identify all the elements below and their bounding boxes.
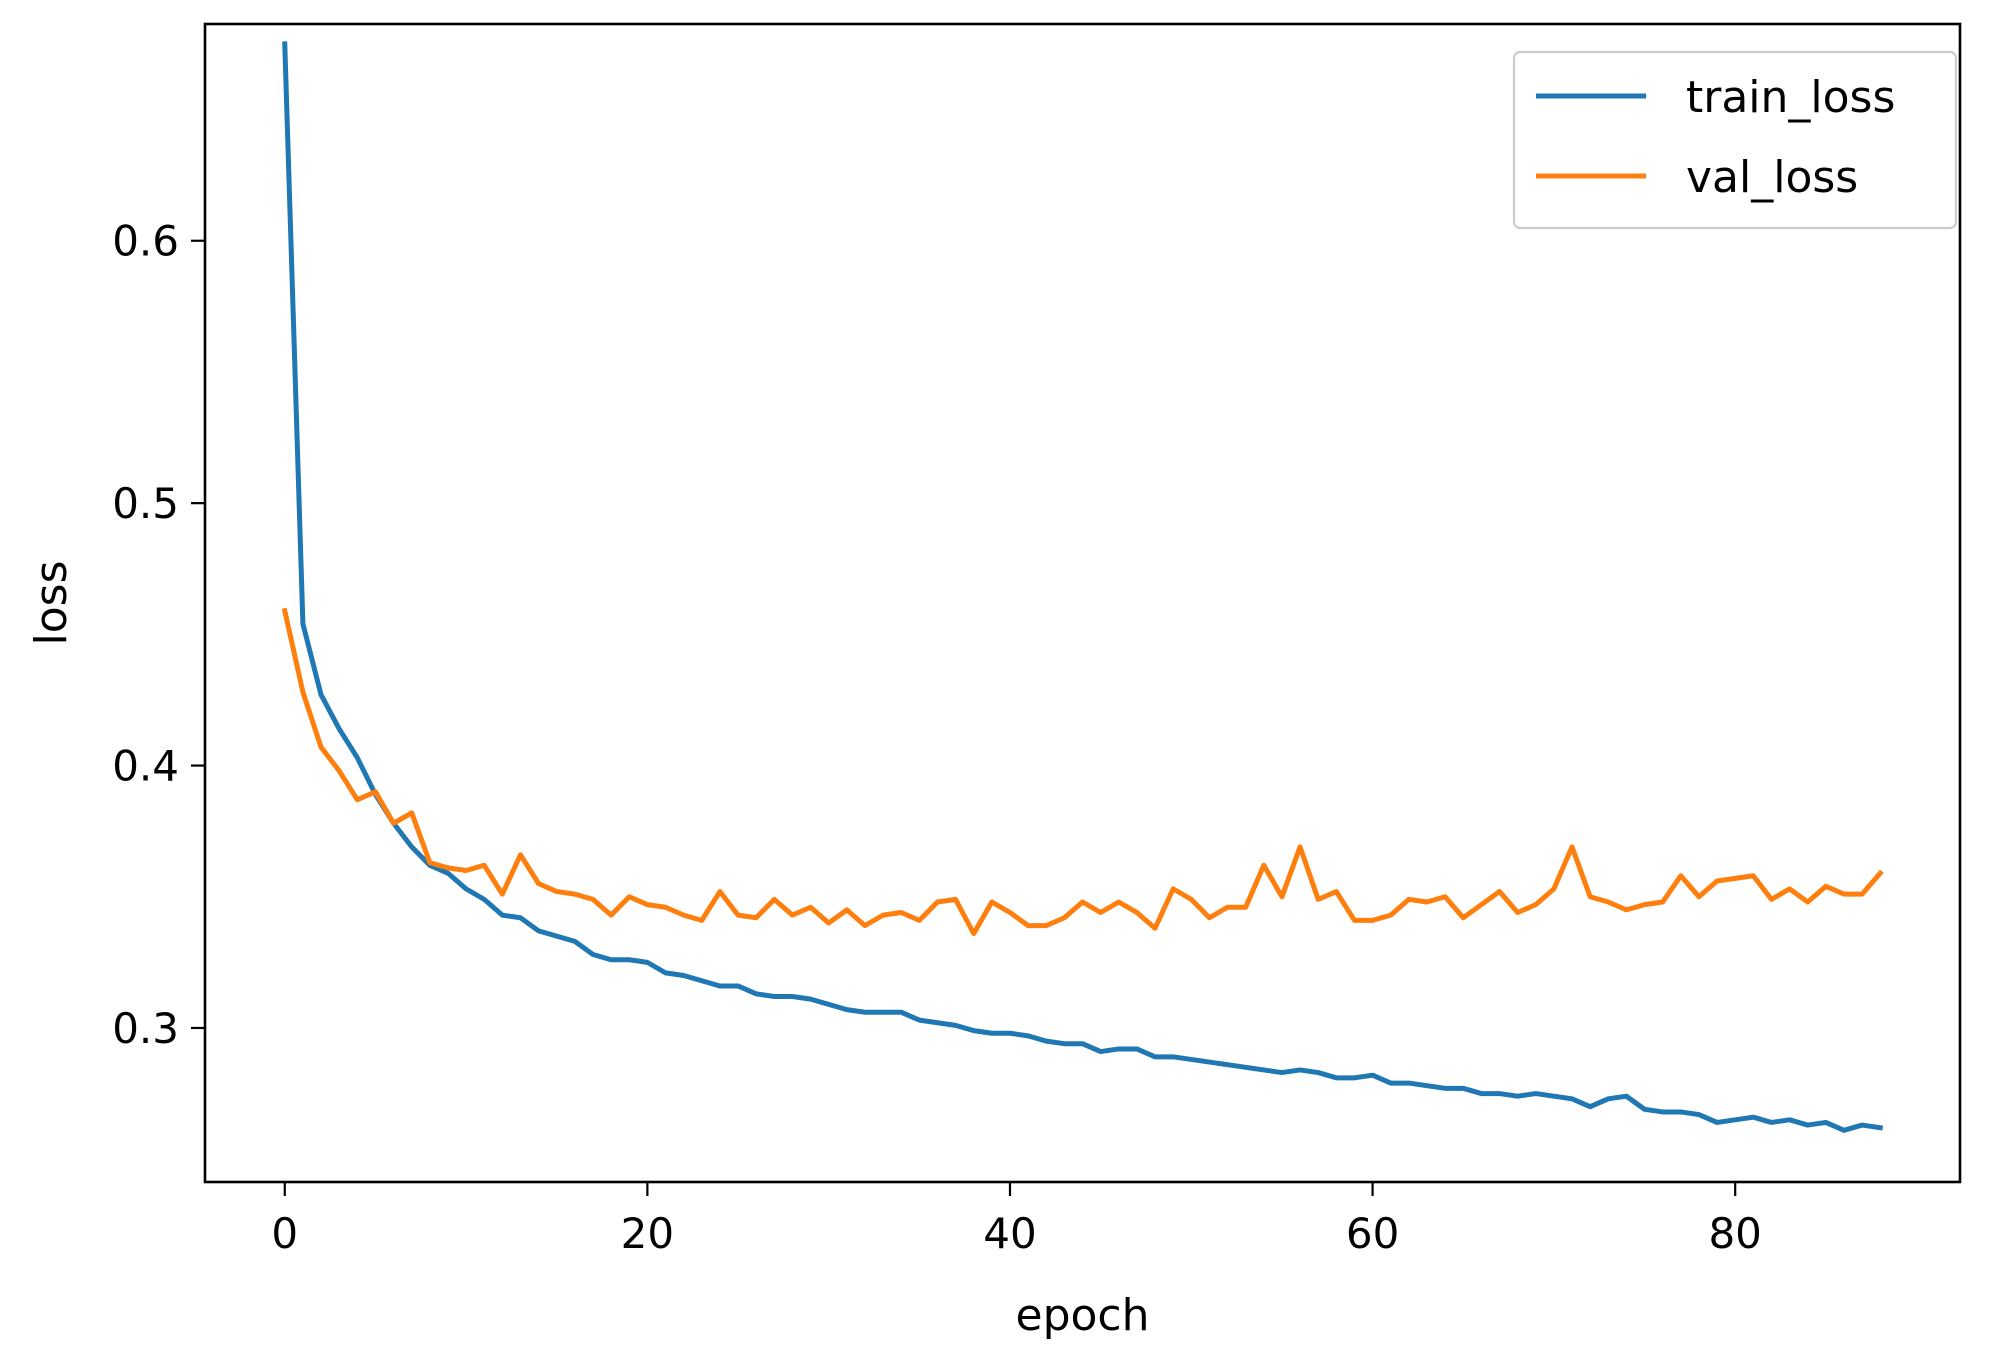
legend-label-val-loss: val_loss [1686,152,1858,203]
y-axis-label: loss [26,561,77,646]
y-tick-label: 0.4 [112,742,179,791]
x-axis: 0 20 40 60 80 [271,1182,1762,1258]
y-tick-label: 0.3 [112,1004,179,1053]
x-tick-label: 20 [621,1209,674,1258]
x-axis-label: epoch [1016,1290,1150,1341]
x-tick-label: 60 [1346,1209,1399,1258]
y-tick-label: 0.6 [112,217,179,266]
legend-label-train-loss: train_loss [1686,72,1895,123]
x-tick-label: 0 [271,1209,298,1258]
x-tick-label: 40 [983,1209,1036,1258]
y-tick-label: 0.5 [112,479,179,528]
legend: train_loss val_loss [1512,50,1958,230]
y-axis: 0.3 0.4 0.5 0.6 [112,217,205,1053]
axes-frame [203,22,1962,1184]
x-tick-label: 80 [1708,1209,1761,1258]
series-layer [281,41,1884,1133]
series-line-val-loss [281,607,1884,936]
series-line-train-loss [282,41,1884,1133]
